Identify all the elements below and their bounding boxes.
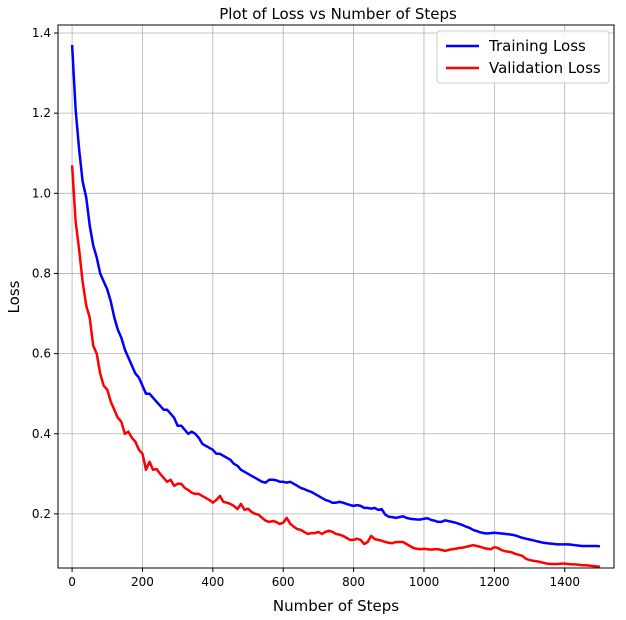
legend-label-validation: Validation Loss — [489, 59, 601, 77]
legend-label-training: Training Loss — [488, 37, 586, 55]
legend-box — [436, 30, 610, 84]
x-tick-label: 800 — [342, 575, 365, 589]
grid-lines — [58, 25, 614, 568]
x-tick-label: 1200 — [479, 575, 510, 589]
legend: Training Loss Validation Loss — [436, 30, 610, 84]
y-tick-label: 1.2 — [32, 106, 51, 120]
y-tick-label: 0.2 — [32, 507, 51, 521]
x-tick-label: 0 — [68, 575, 76, 589]
x-tick-label: 200 — [131, 575, 154, 589]
training-loss-line — [70, 44, 601, 548]
y-tick-label: 1.4 — [32, 26, 51, 40]
validation-loss-line — [70, 165, 601, 569]
x-tick-label: 400 — [201, 575, 224, 589]
y-tick-label: 0.6 — [32, 347, 51, 361]
y-tick-label: 0.8 — [32, 266, 51, 280]
series-layer — [70, 44, 601, 569]
x-tick-label: 600 — [272, 575, 295, 589]
y-tick-label: 1.0 — [32, 186, 51, 200]
chart-title: Plot of Loss vs Number of Steps — [219, 5, 457, 23]
x-tick-label: 1400 — [549, 575, 580, 589]
axis-ticks: 0 200 400 600 800 1000 1200 1400 0.2 0.4 0.6 0.8 1.0… — [32, 26, 580, 589]
x-axis-label: Number of Steps — [273, 597, 399, 615]
y-tick-label: 0.4 — [32, 427, 51, 441]
plot-frame — [57, 24, 615, 569]
y-axis-label: Loss — [5, 280, 23, 313]
x-tick-label: 1000 — [409, 575, 440, 589]
